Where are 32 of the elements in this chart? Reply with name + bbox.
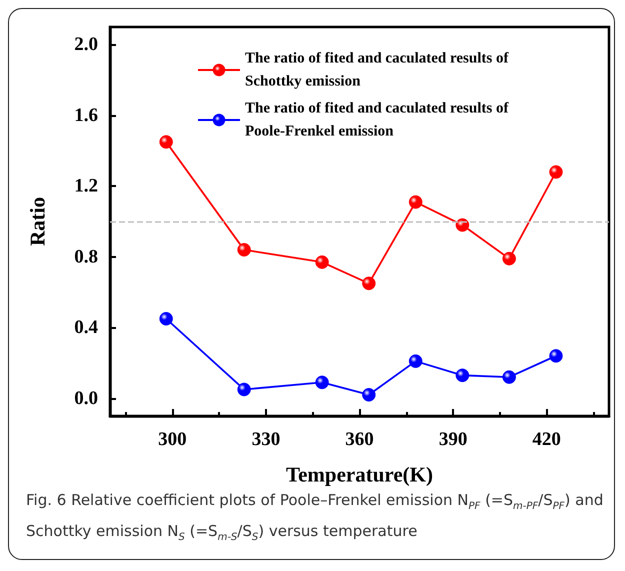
point — [502, 252, 516, 266]
point — [502, 370, 516, 384]
legend-label: The ratio of fited and caculated results of Poole-Frenkel emission — [245, 100, 512, 140]
point — [237, 382, 251, 396]
point — [456, 368, 470, 382]
point — [237, 243, 251, 257]
point — [362, 388, 376, 402]
point — [315, 255, 329, 269]
y-tick-label: 1.2 — [74, 176, 98, 197]
text: Fig. 6 Relative coefficient plots of Poole–Frenkel emission N$_{PF}$ (=S$_{m-PF}$/S$_{PF}$) and Schottky emission N$_{S}$ (=S$_{m-S}$/S$_{S}$) versus temperature — [26, 491, 604, 543]
point — [408, 354, 422, 368]
point — [549, 349, 563, 363]
x-tick-label: 330 — [252, 429, 280, 450]
x-tick-label: 390 — [438, 429, 468, 450]
x-tick-label: 300 — [158, 429, 187, 450]
point — [362, 276, 376, 290]
y-tick-label: 0.4 — [74, 317, 98, 338]
x-tick-label: 360 — [345, 429, 374, 450]
x-tick-label: 420 — [532, 429, 561, 450]
point — [456, 218, 470, 232]
y-tick-label: 0.0 — [74, 388, 98, 409]
point — [408, 195, 422, 209]
point — [315, 376, 329, 390]
x-axis-title: Temperature(K) — [286, 462, 433, 486]
y-axis-title: Ratio — [26, 197, 50, 246]
y-tick-label: 1.6 — [74, 104, 98, 126]
point — [159, 312, 173, 326]
point — [159, 135, 173, 149]
legend-label: The ratio of fited and caculated results of Schottky emission — [245, 50, 512, 90]
y-tick-label: 2.0 — [74, 34, 98, 56]
point — [549, 165, 563, 179]
y-tick-label: 0.8 — [74, 246, 98, 268]
